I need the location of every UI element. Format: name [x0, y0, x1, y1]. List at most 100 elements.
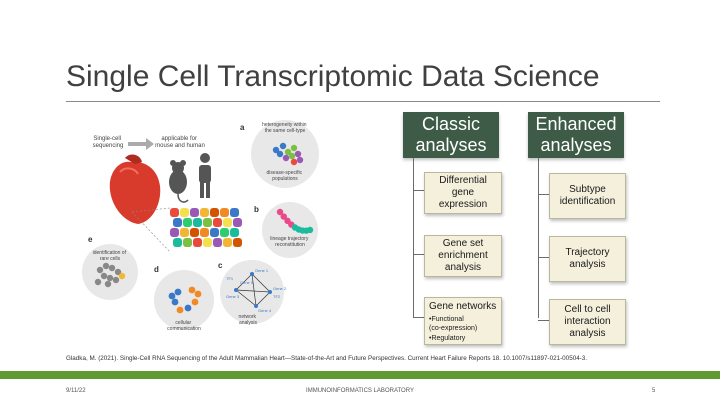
panel-e-label: e: [88, 235, 93, 244]
connector-line: [538, 320, 549, 321]
footer-page-number: 5: [652, 388, 656, 394]
rare-cell-dot: [102, 262, 110, 270]
mosaic-cell: [230, 208, 239, 217]
panel-a-circle: [251, 120, 319, 188]
communication-cell-dot: [176, 306, 184, 314]
trajectory-dot: [280, 213, 287, 220]
heart-icon: [109, 154, 161, 224]
mosaic-cell: [233, 218, 242, 227]
mosaic-cell: [220, 228, 229, 237]
rare-cell-dot: [114, 268, 122, 276]
communication-cell-dot: [188, 286, 196, 294]
communication-cell-dot: [174, 288, 182, 296]
arrow-icon: [128, 138, 154, 150]
gene-networks-sub-regulatory: •Regulatory: [429, 335, 466, 342]
slide-title: Single Cell Transcriptomic Data Science: [66, 60, 600, 93]
trajectory-dot: [276, 208, 284, 216]
panel-a-bottom: disease-specific populations: [267, 170, 304, 182]
communication-cell-dot: [194, 290, 202, 298]
panel-d-label: d: [154, 265, 159, 274]
panel-e-circle: [82, 244, 138, 300]
panel-c-label: c: [218, 261, 223, 270]
rare-cell-dot: [100, 272, 108, 280]
mosaic-cell: [183, 238, 192, 247]
footer-lab-name: IMMUNOINFORMATICS LABORATORY: [306, 388, 414, 394]
classic-item-gene-networks: Gene networks •Functional (co-expression…: [424, 297, 502, 345]
mosaic-cell: [230, 228, 239, 237]
mosaic-cell: [180, 208, 189, 217]
panel-c-text: network analysis: [239, 314, 258, 326]
gene-networks-sub-functional: •Functional (co-expression): [429, 316, 478, 332]
panel-e-cells: [94, 262, 126, 288]
cell-dot: [290, 158, 298, 166]
panel-b-text: lineage trajectory reconstitution: [270, 236, 309, 248]
connector-line: [538, 194, 549, 195]
mosaic-cell: [183, 218, 192, 227]
panel-a-top: heterogeneity within the same cell-type: [262, 122, 308, 134]
classic-header: Classic analyses: [403, 112, 499, 158]
rare-cell-dot: [108, 264, 116, 272]
communication-cell-dot: [168, 292, 176, 300]
panel-a-label: a: [240, 123, 245, 132]
footer-bar: [0, 371, 720, 379]
cell-dot: [284, 148, 292, 156]
mosaic-cell: [173, 238, 182, 247]
mosaic-cell: [203, 238, 212, 247]
figure-label-applicable: applicable for mouse and human: [155, 136, 205, 149]
enhanced-item-trajectory-analysis: Trajectory analysis: [549, 236, 626, 282]
connector-line: [413, 317, 424, 318]
mosaic-cell: [200, 228, 209, 237]
rare-cell-dot: [104, 280, 112, 288]
rare-cell-dot: [106, 274, 114, 282]
connector-line: [413, 190, 424, 191]
gene-label: Gene 3: [226, 294, 240, 299]
figure-label-sc: Single-cell sequencing: [93, 136, 124, 149]
cell-dot: [282, 154, 290, 162]
mosaic-cell: [210, 228, 219, 237]
mosaic-cell: [203, 218, 212, 227]
panel-d-text: cellular communication: [167, 320, 201, 332]
panel-b-trajectory: [276, 208, 314, 234]
rare-cell-dot: [94, 278, 102, 286]
human-icon: [199, 153, 211, 198]
communication-cell-dot: [171, 298, 179, 306]
panel-d-circle: [154, 270, 214, 330]
mosaic-cell: [190, 228, 199, 237]
gene-label: Gene 5: [240, 280, 254, 285]
rare-cell-dot: [112, 276, 120, 284]
cell-dot: [288, 152, 296, 160]
panel-c-circle: [220, 260, 284, 324]
enhanced-item-cell-interaction: Cell to cell interaction analysis: [549, 299, 626, 345]
classic-item-differential-expression: Differential gene expression: [424, 172, 502, 214]
footer-date: 9/11/22: [66, 388, 86, 394]
rare-cell-dot: [118, 272, 126, 280]
mosaic-cell: [190, 208, 199, 217]
enhanced-header: Enhanced analyses: [528, 112, 624, 158]
single-cell-figure: Single-cell sequencing applicable for mo…: [82, 120, 319, 332]
cell-mosaic: [170, 208, 242, 247]
trajectory-dot: [306, 226, 314, 234]
panel-b-label: b: [254, 205, 259, 214]
mosaic-cell: [170, 228, 179, 237]
mosaic-cell: [170, 208, 179, 217]
communication-cell-dot: [184, 304, 192, 312]
gene-label: TF1: [226, 276, 234, 281]
cell-dot: [272, 146, 280, 154]
gene-label: Gene 4: [258, 308, 272, 313]
connector-line: [538, 257, 549, 258]
connector-line: [413, 254, 424, 255]
connector-line: [538, 158, 539, 318]
cell-dot: [290, 144, 298, 152]
panel-d-cells: [168, 286, 202, 314]
rare-cell-dot: [96, 266, 104, 274]
mosaic-cell: [213, 218, 222, 227]
mosaic-cell: [233, 238, 242, 247]
panel-e-text: identification of rare cells: [93, 250, 128, 262]
mosaic-cell: [200, 208, 209, 217]
mosaic-cell: [220, 208, 229, 217]
mosaic-cell: [180, 228, 189, 237]
connector-line: [413, 158, 414, 318]
gene-label: Gene 1: [255, 268, 269, 273]
gene-label: Gene 2: [273, 286, 287, 291]
